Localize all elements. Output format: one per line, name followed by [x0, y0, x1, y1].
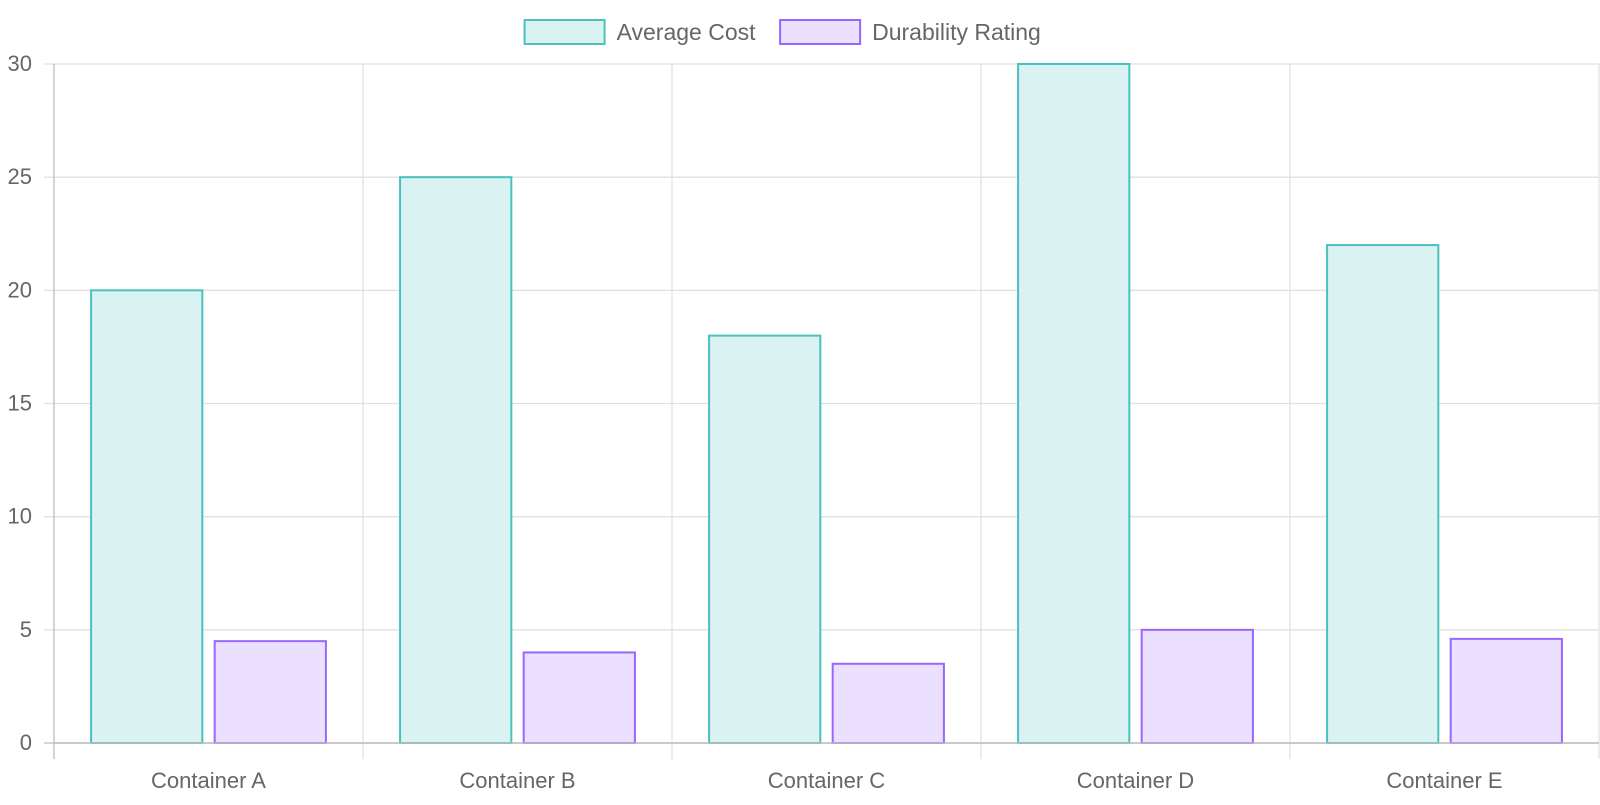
bars	[90, 63, 1563, 745]
bar-average-cost	[1017, 63, 1131, 744]
x-tick-label: Container A	[151, 768, 266, 793]
legend-swatch	[779, 19, 862, 45]
x-tick-label: Container C	[768, 768, 886, 793]
bar-durability-rating	[831, 662, 945, 744]
legend: Average Cost Durability Rating	[523, 19, 1041, 45]
grid	[44, 63, 1600, 759]
bar-average-cost	[90, 289, 204, 744]
axes: 0 5 10 15 20 25 30 Container A Container B Contai…	[8, 51, 1599, 793]
bar-durability-rating	[213, 640, 327, 745]
y-tick-label: 5	[20, 617, 32, 642]
bar-durability-rating	[1449, 637, 1563, 744]
y-tick-label: 0	[20, 730, 32, 755]
y-tick-label: 20	[8, 277, 32, 302]
x-tick-label: Container D	[1077, 768, 1194, 793]
y-tick-label: 15	[8, 391, 32, 416]
legend-label: Durability Rating	[872, 19, 1041, 45]
x-tick-label: Container B	[459, 768, 575, 793]
bar-durability-rating	[522, 651, 636, 745]
y-tick-label: 10	[8, 504, 32, 529]
legend-swatch	[523, 19, 606, 45]
legend-label: Average Cost	[617, 19, 757, 45]
bar-average-cost	[1326, 244, 1440, 744]
x-tick-label: Container E	[1386, 768, 1502, 793]
bar-average-cost	[708, 334, 822, 744]
y-tick-label: 25	[8, 164, 32, 189]
bar-average-cost	[399, 176, 513, 744]
y-tick-label: 30	[8, 51, 32, 76]
bar-durability-rating	[1140, 628, 1254, 744]
